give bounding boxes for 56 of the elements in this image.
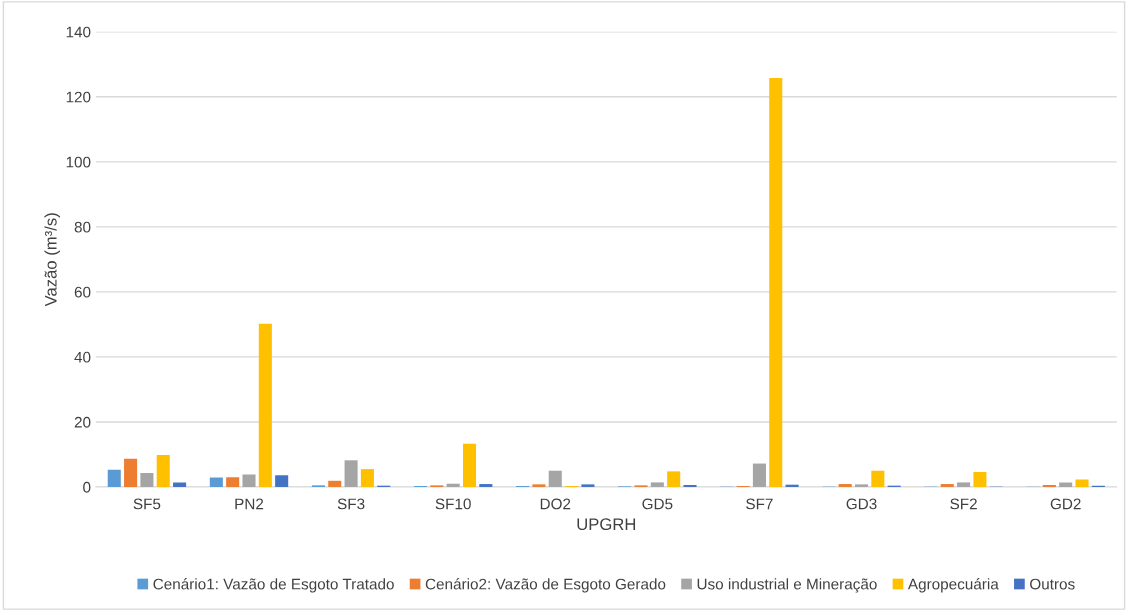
legend-label: Cenário1: Vazão de Esgoto Tratado [153, 578, 394, 593]
bar [532, 484, 546, 487]
bar [752, 463, 766, 487]
bar [140, 472, 154, 487]
x-axis-title: UPGRH [577, 518, 636, 531]
bar [124, 458, 138, 487]
y-tick-label: 0 [83, 481, 91, 493]
bar [854, 484, 869, 487]
x-tick-label: SF3 [337, 498, 365, 510]
x-tick-label: SF10 [435, 498, 471, 510]
bar [242, 474, 256, 487]
legend-label: Cenário2: Vazão de Esgoto Gerado [425, 578, 666, 593]
x-tick-label: SF2 [950, 498, 977, 510]
bar [479, 484, 493, 487]
legend-label: Outros [1030, 578, 1075, 590]
y-tick-label: 40 [74, 351, 91, 363]
bar [328, 480, 342, 487]
x-tick-label: DO2 [540, 498, 571, 510]
y-tick-label: 80 [74, 221, 91, 233]
bar [258, 323, 272, 487]
bar [973, 472, 987, 487]
bar [344, 460, 358, 487]
y-tick-label: 100 [66, 156, 91, 168]
bar [1075, 479, 1089, 487]
bar [548, 470, 562, 487]
bar [838, 484, 852, 487]
x-tick-label: SF5 [133, 498, 161, 510]
bar [462, 443, 477, 487]
bar [209, 477, 223, 487]
bar [360, 469, 374, 487]
bar [107, 469, 121, 487]
legend-label: Uso industrial e Mineração [697, 578, 877, 593]
bar [173, 482, 187, 487]
bar [667, 471, 681, 487]
y-tick-label: 20 [74, 416, 91, 428]
bar [1059, 482, 1073, 487]
bar [226, 477, 240, 487]
bar [156, 455, 170, 487]
y-tick-label: 60 [74, 286, 91, 298]
bar [957, 482, 971, 487]
x-tick-label: PN2 [235, 498, 264, 510]
x-tick-label: SF7 [746, 498, 773, 510]
bar [871, 470, 885, 487]
bar [650, 482, 664, 487]
legend-label: Agropecuária [907, 578, 999, 593]
y-tick-label: 140 [66, 26, 91, 38]
y-tick-label: 120 [66, 91, 91, 103]
bar [275, 475, 289, 487]
x-tick-label: GD2 [1050, 498, 1081, 510]
bar [446, 483, 460, 487]
x-tick-label: GD3 [846, 498, 877, 510]
bar [581, 484, 595, 487]
bar [769, 77, 783, 487]
bar [940, 484, 954, 487]
y-axis-title: Vazão (m³/s) [44, 213, 60, 307]
x-tick-label: GD5 [642, 498, 673, 510]
